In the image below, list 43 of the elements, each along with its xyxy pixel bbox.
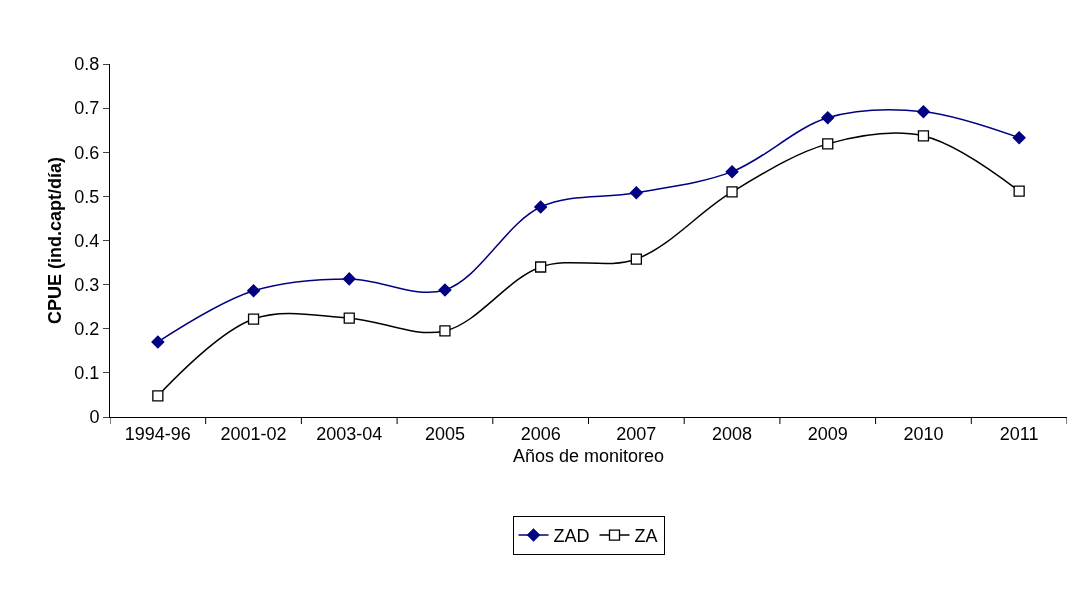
point [916,105,930,119]
point [152,390,164,402]
point [1013,185,1025,197]
y-tick-label: 0.2 [74,319,100,340]
x-tick-label: 2005 [424,423,465,444]
y-tick-label: 0.7 [74,98,100,119]
legend-label: ZA [634,526,658,547]
point [247,284,261,298]
y-tick-label: 0.5 [74,186,100,207]
point [822,138,834,150]
x-tick-label: 2008 [712,423,753,444]
point [342,272,356,286]
point [247,313,260,325]
y-tick-label: 0.1 [74,363,100,384]
point [917,130,930,142]
y-tick-label: 0.3 [74,274,100,295]
x-tick-label: 2011 [999,423,1039,444]
point [1012,131,1026,145]
x-tick-label: 2007 [616,423,657,444]
y-tick-label: 0.6 [74,142,100,163]
y-tick-label: 0.4 [74,230,100,251]
legend-label: ZAD [553,526,590,547]
point [343,312,355,324]
x-tick-label: 2010 [903,423,944,444]
point [151,335,165,349]
point [821,111,835,125]
point [535,261,547,273]
y-axis-title: CPUE (ind.capt/día) [44,156,65,325]
x-tick-label: 2009 [807,423,848,444]
y-tick-label: 0.8 [74,54,100,75]
x-axis-title: Años de monitoreo [512,445,665,466]
y-tick-label: 0 [89,407,100,428]
x-tick-label: 2003-04 [316,423,383,444]
point [630,253,642,265]
x-tick-label: 2001-02 [220,423,287,444]
point [629,186,643,200]
point [439,325,451,337]
x-tick-label: 2006 [520,423,561,444]
point [725,165,739,179]
x-tick-label: 1994-96 [124,423,191,444]
point [534,200,548,214]
point [726,186,738,198]
point [438,283,452,297]
